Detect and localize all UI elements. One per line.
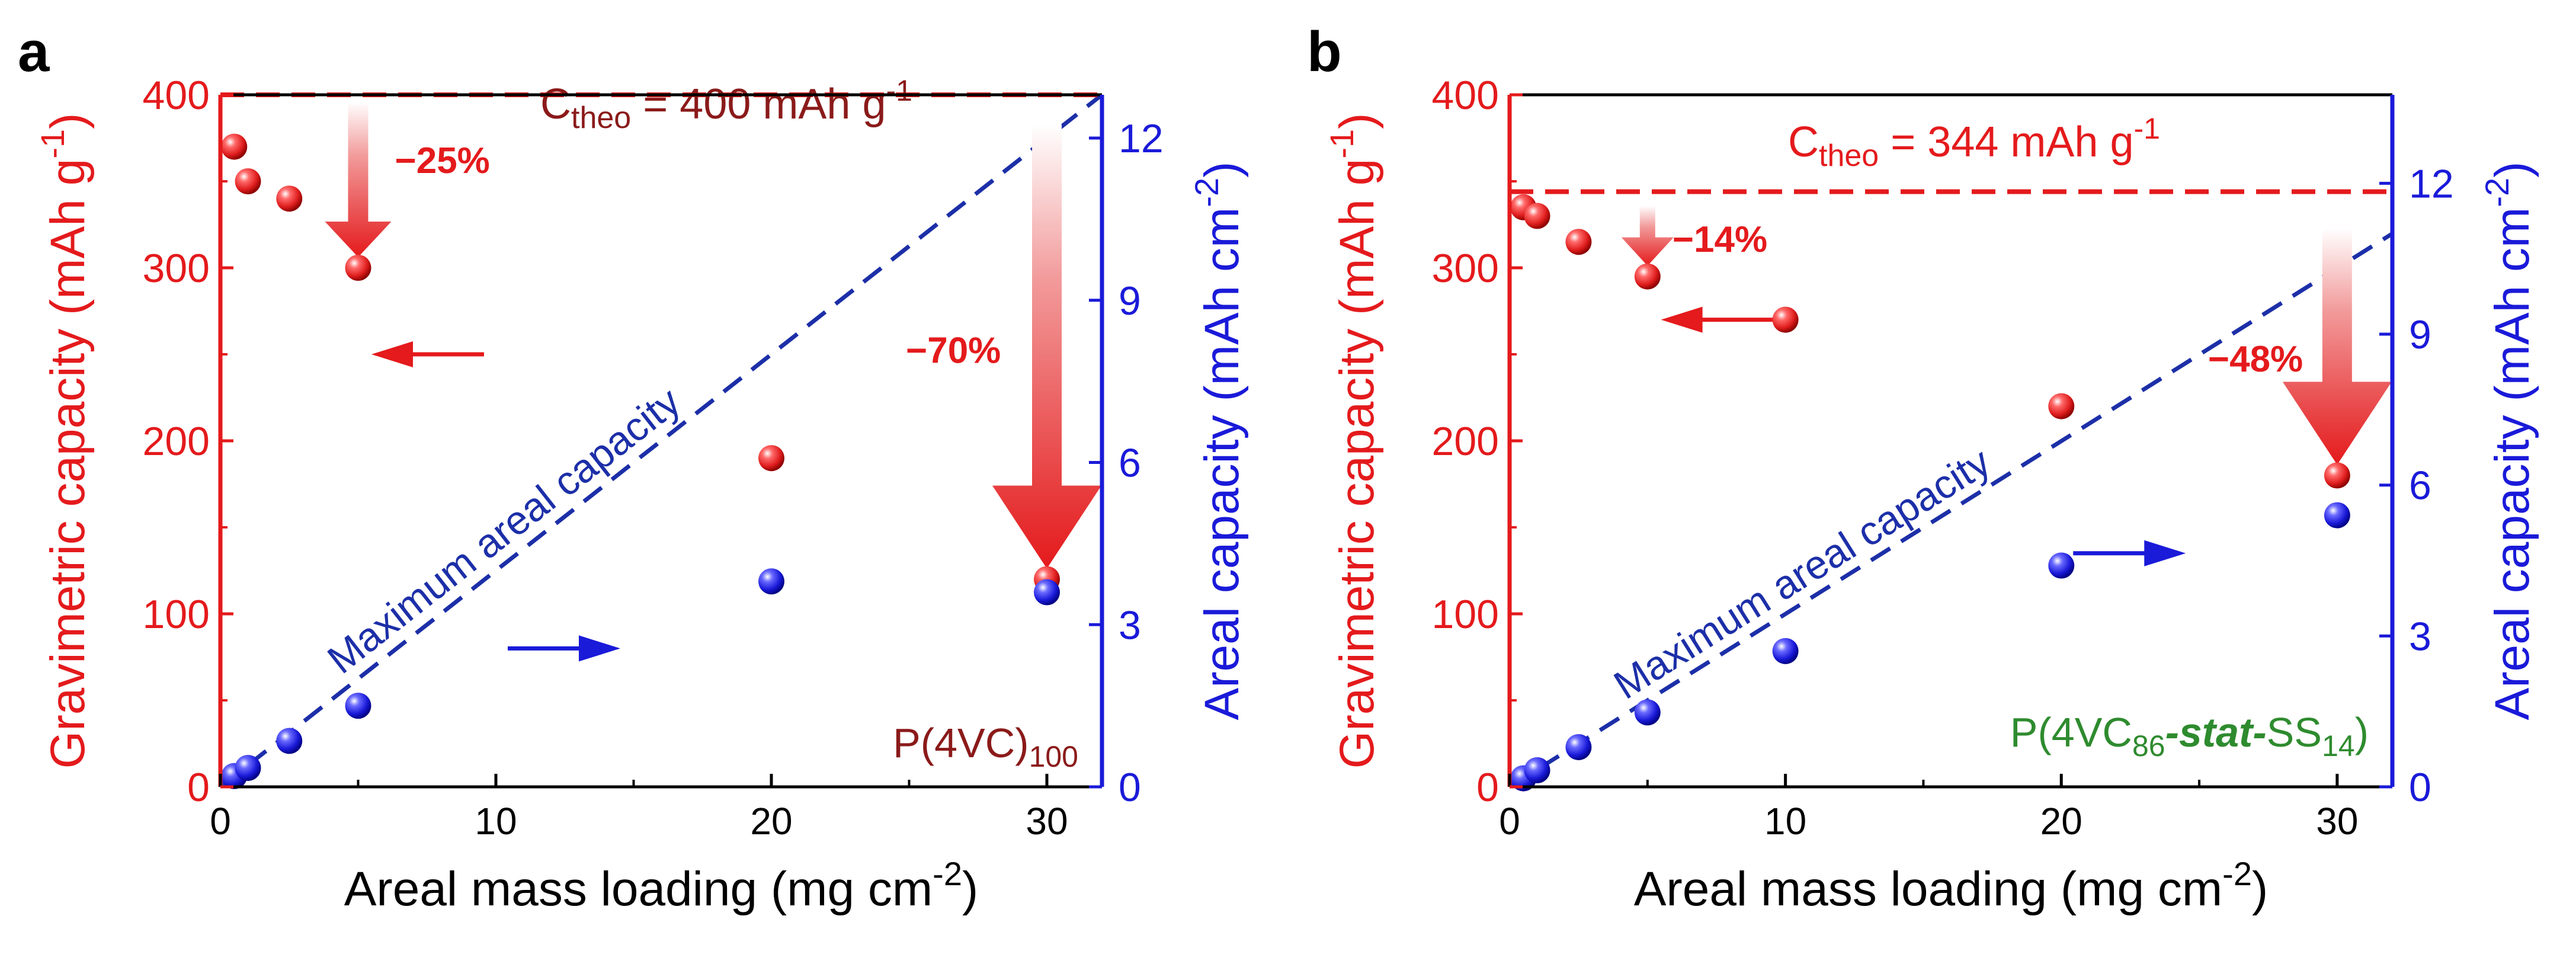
sample-label: P(4VC86-stat-SS14): [2010, 709, 2369, 763]
drop-label: −48%: [2208, 339, 2303, 380]
theoretical-capacity-label: Ctheo = 400 mAh g-1: [540, 74, 912, 135]
y-right-tick-label: 12: [1119, 116, 1164, 161]
gravimetric-point: [758, 445, 784, 472]
areal-point: [2048, 552, 2075, 579]
x-tick-label: 10: [1764, 800, 1806, 843]
gravimetric-point: [2048, 393, 2075, 419]
gravimetric-point: [1634, 263, 1661, 290]
x-tick-label: 0: [210, 800, 231, 843]
y-left-tick-label: 0: [1476, 765, 1499, 810]
y-left-tick-label: 400: [143, 73, 210, 118]
gravimetric-point: [1772, 306, 1799, 333]
x-axis-title: Areal mass loading (mg cm-2): [1634, 855, 2269, 916]
drop-arrow-small: [325, 102, 392, 257]
gravimetric-point: [345, 255, 371, 281]
y-right-tick-label: 6: [1119, 441, 1141, 486]
y-left-tick-label: 100: [143, 592, 210, 637]
right-axis-title: Areal capacity (mAh cm-2): [2478, 162, 2539, 720]
x-axis-title: Areal mass loading (mg cm-2): [344, 855, 979, 916]
y-right-tick-label: 12: [2409, 161, 2454, 206]
gravimetric-point: [276, 185, 303, 212]
areal-point: [1565, 734, 1592, 760]
x-tick-label: 30: [2316, 800, 2358, 843]
areal-point: [758, 568, 784, 595]
areal-point: [1772, 638, 1799, 664]
panel-label: b: [1307, 20, 1342, 84]
gravimetric-point: [1565, 229, 1592, 255]
axis-arrow-left-head: [371, 341, 413, 367]
y-left-tick-label: 200: [1432, 419, 1499, 464]
max-areal-capacity-line: [1508, 232, 2394, 789]
drop-arrow-large: [992, 124, 1101, 569]
gravimetric-point: [1524, 203, 1550, 229]
x-tick-label: 30: [1026, 800, 1068, 843]
areal-point: [1524, 757, 1550, 783]
panel-label: a: [18, 20, 50, 84]
right-axis-title: Areal capacity (mAh cm-2): [1188, 162, 1249, 720]
max-areal-capacity-label: Maximum areal capacity: [319, 379, 689, 682]
y-right-tick-label: 9: [2409, 312, 2431, 357]
y-left-tick-label: 200: [143, 419, 210, 464]
x-tick-label: 0: [1499, 800, 1520, 843]
gravimetric-point: [235, 168, 261, 194]
y-right-tick-label: 3: [2409, 614, 2431, 659]
y-left-tick-label: 100: [1432, 592, 1499, 637]
gravimetric-point: [221, 133, 248, 160]
areal-point: [2324, 502, 2350, 529]
x-tick-label: 20: [2040, 800, 2082, 843]
x-tick-label: 10: [475, 800, 517, 843]
axis-arrow-right-head: [579, 635, 620, 662]
y-left-tick-label: 300: [143, 246, 210, 291]
y-right-tick-label: 6: [2409, 463, 2431, 508]
drop-label: −70%: [906, 331, 1001, 371]
panel-a: a Maximum areal capacity Ctheo = 400 mAh g…: [18, 20, 1249, 916]
y-left-tick-label: 400: [1432, 73, 1499, 118]
areal-point: [1634, 699, 1661, 726]
left-axis-title: Gravimetric capacity (mAh g-1): [34, 113, 95, 769]
sample-label: P(4VC)100: [893, 720, 1078, 773]
left-axis-title: Gravimetric capacity (mAh g-1): [1323, 113, 1384, 769]
y-left-tick-label: 300: [1432, 246, 1499, 291]
theoretical-capacity-label: Ctheo = 344 mAh g-1: [1788, 112, 2160, 173]
max-areal-capacity-line: [219, 93, 1104, 789]
drop-label: −25%: [395, 140, 490, 181]
y-right-tick-label: 3: [1119, 603, 1141, 648]
gravimetric-point: [2324, 462, 2350, 489]
y-right-tick-label: 9: [1119, 278, 1141, 324]
y-right-tick-label: 0: [2409, 765, 2431, 810]
axis-arrow-left-head: [1661, 306, 1703, 333]
areal-point: [276, 728, 303, 754]
areal-point: [345, 693, 371, 719]
drop-arrow-small: [1621, 206, 1674, 266]
areal-point: [235, 755, 261, 782]
drop-label: −14%: [1673, 219, 1767, 260]
areal-point: [1034, 579, 1060, 606]
y-right-tick-label: 0: [1119, 765, 1141, 810]
axis-arrow-right-head: [2144, 540, 2186, 566]
y-left-tick-label: 0: [187, 765, 210, 810]
panel-b: b Maximum areal capacity Ctheo = 344 mAh g…: [1307, 20, 2539, 916]
x-tick-label: 20: [750, 800, 792, 843]
max-areal-capacity-label: Maximum areal capacity: [1606, 439, 1998, 708]
drop-arrow-large: [2282, 228, 2392, 465]
